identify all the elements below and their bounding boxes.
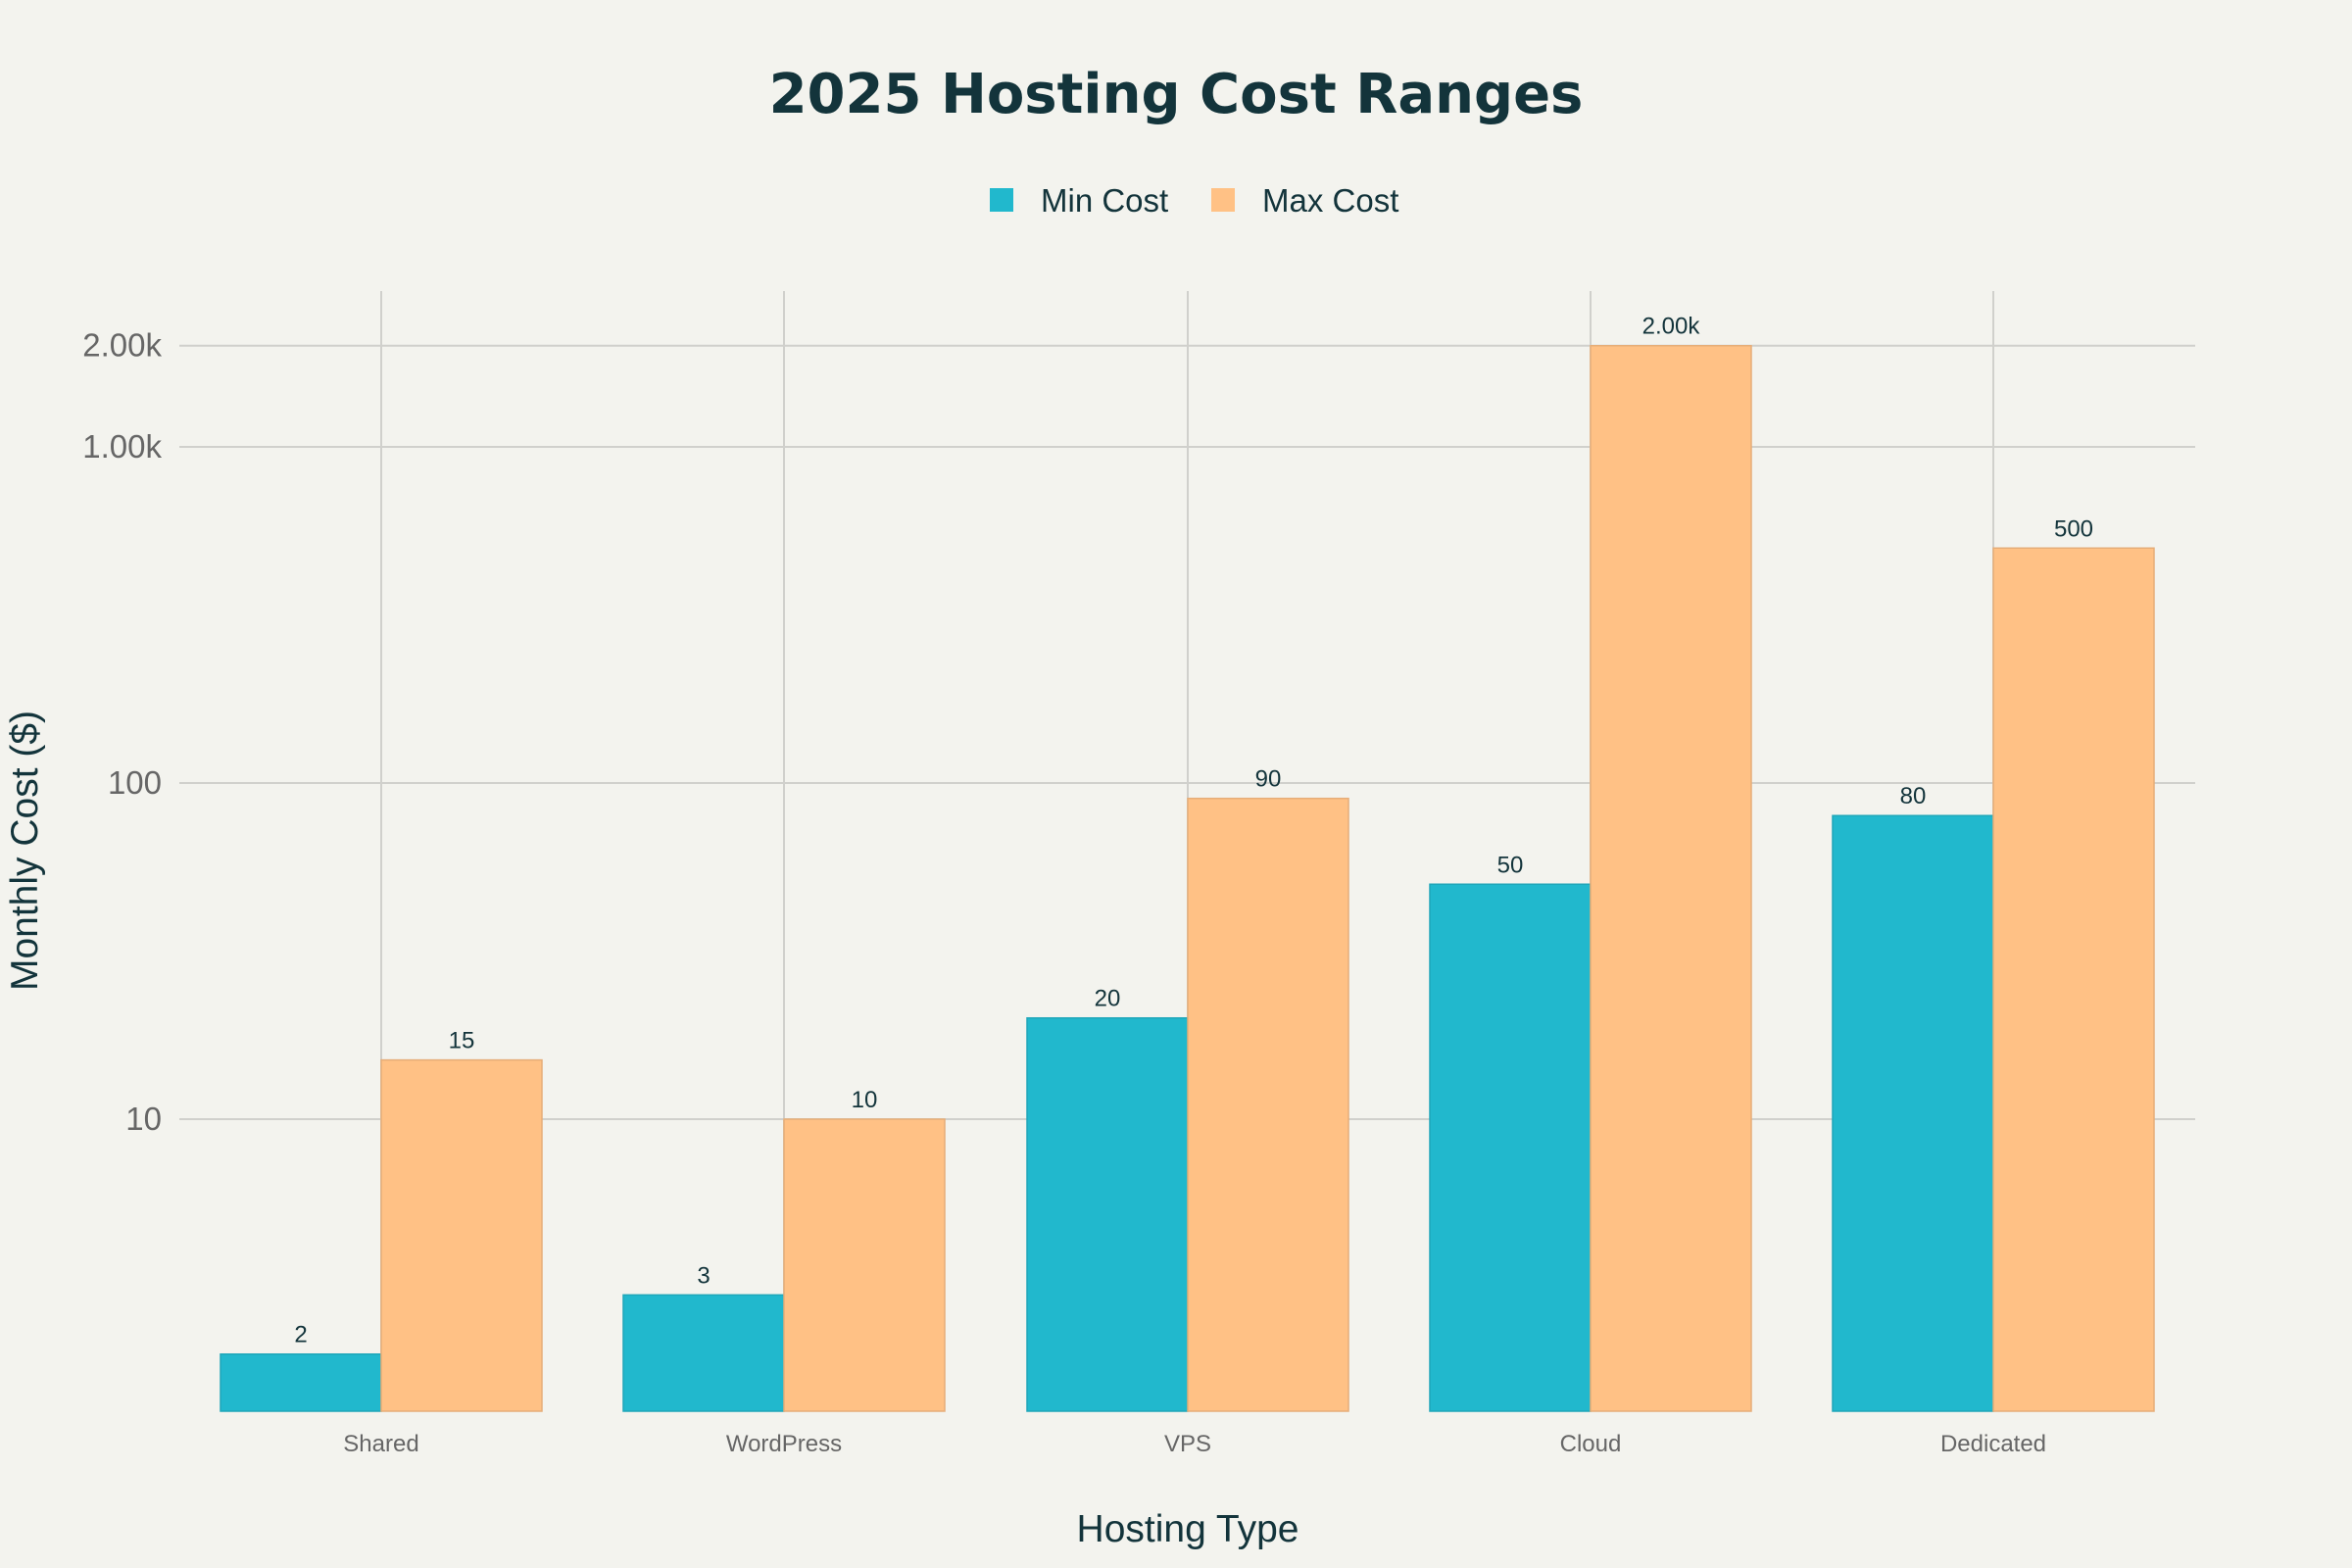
data-label: 500: [2054, 515, 2093, 542]
bar-min-cloud[interactable]: [1429, 883, 1592, 1412]
x-tick-label: Shared: [343, 1431, 418, 1457]
bar-min-shared[interactable]: [220, 1352, 382, 1412]
legend-swatch-max: [1211, 188, 1235, 212]
data-label: 3: [697, 1262, 710, 1289]
x-tick-label: Dedicated: [1940, 1431, 2046, 1457]
data-label: 80: [1900, 783, 1927, 809]
label-layer: 10 100 1.00k 2.00k Shared WordPress VPS Cloud De…: [82, 314, 2093, 1457]
bar-min-wordpress[interactable]: [622, 1294, 785, 1412]
x-tick-label: WordPress: [726, 1431, 842, 1457]
bar-max-cloud[interactable]: [1590, 344, 1752, 1412]
y-axis-title: Monthly Cost ($): [4, 710, 46, 991]
legend-label-min: Min Cost: [1041, 182, 1168, 219]
data-label: 2.00k: [1642, 314, 1701, 340]
y-tick-label: 1.00k: [82, 428, 162, 465]
chart-title: 2025 Hosting Cost Ranges: [769, 63, 1584, 126]
bar-max-vps[interactable]: [1187, 797, 1349, 1412]
x-tick-label: VPS: [1164, 1431, 1211, 1457]
bar-max-shared[interactable]: [380, 1058, 543, 1412]
bar-min-dedicated[interactable]: [1832, 814, 1994, 1412]
legend-swatch-min: [990, 188, 1013, 212]
y-tick-label: 2.00k: [82, 327, 162, 364]
y-tick-label: 100: [108, 764, 162, 801]
bar-layer: [220, 344, 2155, 1412]
x-axis-title: Hosting Type: [1077, 1508, 1299, 1550]
bar-min-vps[interactable]: [1026, 1016, 1189, 1412]
data-label: 10: [852, 1087, 878, 1113]
data-label: 15: [449, 1028, 475, 1054]
data-label: 90: [1255, 766, 1282, 793]
bar-max-wordpress[interactable]: [783, 1118, 946, 1412]
bar-max-dedicated[interactable]: [1992, 547, 2155, 1412]
legend-label-max: Max Cost: [1262, 182, 1398, 219]
legend: Min Cost Max Cost: [990, 182, 1398, 219]
x-tick-label: Cloud: [1560, 1431, 1622, 1457]
data-label: 20: [1095, 986, 1121, 1012]
data-label: 50: [1497, 852, 1524, 878]
y-tick-label: 10: [125, 1101, 162, 1137]
data-label: 2: [294, 1322, 307, 1348]
